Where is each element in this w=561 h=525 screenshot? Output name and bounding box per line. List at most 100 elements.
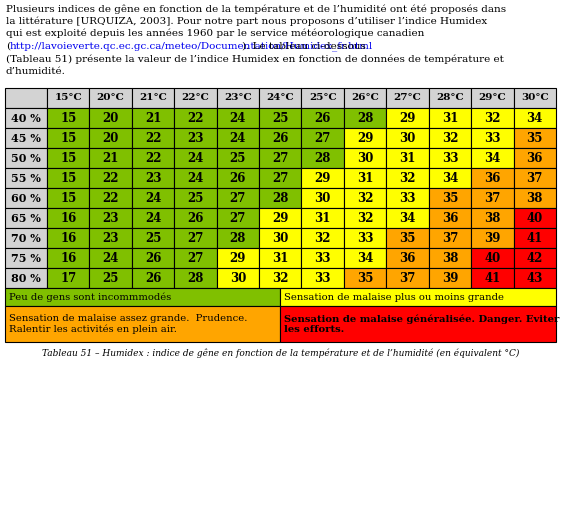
Bar <box>344 268 387 288</box>
Text: 25: 25 <box>187 192 204 205</box>
Bar <box>259 148 301 168</box>
Text: Sensation de malaise généralisée. Danger. Eviter les efforts.: Sensation de malaise généralisée. Danger… <box>284 314 560 334</box>
Text: 23°C: 23°C <box>224 93 252 102</box>
Bar <box>280 306 556 342</box>
Text: 30°C: 30°C <box>521 93 549 102</box>
Bar <box>429 148 471 168</box>
Text: 32: 32 <box>315 232 331 245</box>
Text: 20°C: 20°C <box>96 93 125 102</box>
Bar <box>387 268 429 288</box>
Bar <box>429 248 471 268</box>
Text: 31: 31 <box>272 251 288 265</box>
Bar <box>47 108 89 128</box>
Bar <box>217 268 259 288</box>
Text: 26: 26 <box>315 111 331 124</box>
Bar <box>344 208 387 228</box>
Bar <box>429 168 471 188</box>
Text: 26°C: 26°C <box>351 93 379 102</box>
Bar <box>301 228 344 248</box>
Text: 40 %: 40 % <box>11 112 41 123</box>
Text: 34: 34 <box>357 251 373 265</box>
Bar <box>174 148 217 168</box>
Bar <box>174 168 217 188</box>
Bar <box>259 228 301 248</box>
Bar <box>217 168 259 188</box>
Text: 80 %: 80 % <box>11 272 41 284</box>
Text: Tableau 51 – Humidex : indice de gêne en fonction de la température et de l’humi: Tableau 51 – Humidex : indice de gêne en… <box>42 348 519 358</box>
Text: 17: 17 <box>60 271 76 285</box>
Bar <box>429 188 471 208</box>
Text: 15: 15 <box>60 131 76 144</box>
Bar <box>513 268 556 288</box>
Bar <box>217 188 259 208</box>
Text: 31: 31 <box>315 212 331 225</box>
Bar <box>471 188 513 208</box>
Bar <box>174 208 217 228</box>
Text: 33: 33 <box>442 152 458 164</box>
Text: 24: 24 <box>145 212 161 225</box>
Text: 24: 24 <box>229 111 246 124</box>
Text: 25: 25 <box>229 152 246 164</box>
Text: qui est exploité depuis les années 1960 par le service météorologique canadien: qui est exploité depuis les années 1960 … <box>6 29 424 38</box>
Bar <box>429 88 471 108</box>
Bar <box>513 128 556 148</box>
Text: 43: 43 <box>527 271 543 285</box>
Text: 28: 28 <box>229 232 246 245</box>
Text: 27: 27 <box>229 192 246 205</box>
Bar <box>429 128 471 148</box>
Text: 33: 33 <box>357 232 374 245</box>
Bar <box>344 88 387 108</box>
Text: 32: 32 <box>399 172 416 184</box>
Text: 22: 22 <box>145 131 162 144</box>
Text: 27: 27 <box>187 251 204 265</box>
Text: 35: 35 <box>527 131 543 144</box>
Bar <box>89 128 132 148</box>
Text: 37: 37 <box>442 232 458 245</box>
Text: 39: 39 <box>442 271 458 285</box>
Bar <box>344 168 387 188</box>
Text: 42: 42 <box>527 251 543 265</box>
Text: 34: 34 <box>527 111 543 124</box>
Text: 20: 20 <box>103 111 119 124</box>
Bar <box>132 128 174 148</box>
Text: 26: 26 <box>272 131 288 144</box>
Bar <box>513 88 556 108</box>
Text: ). Le tableau ci-dessous: ). Le tableau ci-dessous <box>242 41 366 50</box>
Bar <box>471 168 513 188</box>
Text: Plusieurs indices de gêne en fonction de la température et de l’humidité ont été: Plusieurs indices de gêne en fonction de… <box>6 4 506 14</box>
Bar <box>259 128 301 148</box>
Bar <box>89 208 132 228</box>
Text: Sensation de malaise assez grande.  Prudence.
Ralentir les activités en plein ai: Sensation de malaise assez grande. Prude… <box>9 314 247 334</box>
Text: 39: 39 <box>484 232 500 245</box>
Text: 34: 34 <box>442 172 458 184</box>
Bar <box>89 148 132 168</box>
Bar <box>513 228 556 248</box>
Text: 16: 16 <box>60 232 76 245</box>
Bar <box>301 268 344 288</box>
Bar <box>5 248 47 268</box>
Text: 33: 33 <box>315 271 331 285</box>
Text: 33: 33 <box>484 131 500 144</box>
Text: 28: 28 <box>315 152 331 164</box>
Text: 28: 28 <box>272 192 288 205</box>
Bar <box>387 248 429 268</box>
Bar <box>513 248 556 268</box>
Text: 40: 40 <box>527 212 543 225</box>
Bar <box>132 88 174 108</box>
Text: 60 %: 60 % <box>11 193 41 204</box>
Text: 35: 35 <box>399 232 416 245</box>
Text: 36: 36 <box>484 172 500 184</box>
Text: Peu de gens sont incommmodés: Peu de gens sont incommmodés <box>9 292 171 302</box>
Text: 36: 36 <box>442 212 458 225</box>
Bar <box>513 208 556 228</box>
Bar <box>429 268 471 288</box>
Text: 23: 23 <box>145 172 162 184</box>
Text: 27: 27 <box>229 212 246 225</box>
Text: 32: 32 <box>484 111 500 124</box>
Text: 24: 24 <box>145 192 161 205</box>
Bar <box>132 208 174 228</box>
Bar <box>5 148 47 168</box>
Text: 32: 32 <box>442 131 458 144</box>
Bar <box>471 148 513 168</box>
Text: 27°C: 27°C <box>394 93 421 102</box>
